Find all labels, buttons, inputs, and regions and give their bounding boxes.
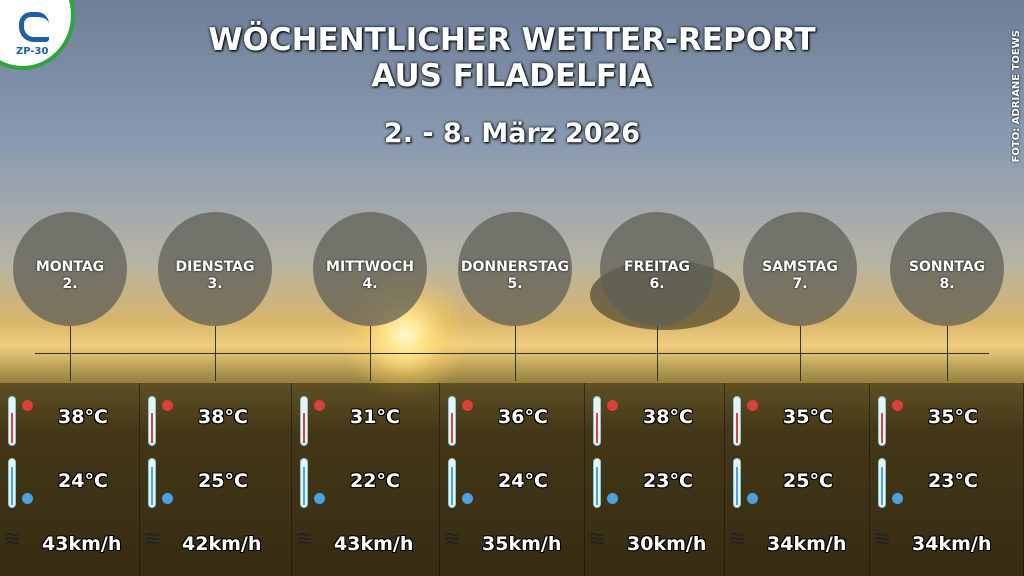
day-connector <box>657 326 658 381</box>
day-column <box>0 383 140 576</box>
thermometer-cold-icon <box>8 458 16 508</box>
min-temp: 24°C <box>498 470 548 492</box>
thermometer-cold-icon <box>593 458 601 508</box>
fire-icon <box>162 400 173 411</box>
thermometer-hot-icon <box>593 396 601 446</box>
thermometer-hot-icon <box>733 396 741 446</box>
thermometer-hot-icon <box>8 396 16 446</box>
day-connector <box>215 326 216 381</box>
timeline <box>35 353 989 354</box>
wind-icon: ≋ <box>143 527 162 552</box>
wind-speed: 34km/h <box>767 533 847 555</box>
wind-speed: 42km/h <box>182 533 262 555</box>
min-temp: 22°C <box>350 470 400 492</box>
dove-icon <box>19 12 49 42</box>
wind-icon: ≋ <box>728 527 747 552</box>
min-temp: 25°C <box>198 470 248 492</box>
thermometer-hot-icon <box>878 396 886 446</box>
logo-text: ZP-30 <box>16 46 49 57</box>
snowflake-icon <box>607 493 618 504</box>
day-circle: MITTWOCH 4. <box>313 212 427 326</box>
wind-icon: ≋ <box>295 527 314 552</box>
day-circle: MONTAG 2. <box>13 212 127 326</box>
day-circle: DIENSTAG 3. <box>158 212 272 326</box>
day-circle: DONNERSTAG 5. <box>458 212 572 326</box>
fire-icon <box>892 400 903 411</box>
thermometer-hot-icon <box>300 396 308 446</box>
day-column <box>140 383 292 576</box>
day-circle: FREITAG 6. <box>600 212 714 326</box>
max-temp: 38°C <box>643 406 693 428</box>
day-connector <box>800 326 801 381</box>
max-temp: 36°C <box>498 406 548 428</box>
fire-icon <box>747 400 758 411</box>
day-circle: SONNTAG 8. <box>890 212 1004 326</box>
day-column <box>440 383 585 576</box>
fire-icon <box>462 400 473 411</box>
max-temp: 31°C <box>350 406 400 428</box>
wind-icon: ≋ <box>3 527 22 552</box>
photo-credit: FOTO: ADRIANE TOEWS <box>1011 30 1022 163</box>
thermometer-hot-icon <box>148 396 156 446</box>
day-circle: SAMSTAG 7. <box>743 212 857 326</box>
date-range: 2. - 8. März 2026 <box>383 118 641 149</box>
wind-speed: 35km/h <box>482 533 562 555</box>
snowflake-icon <box>462 493 473 504</box>
thermometer-hot-icon <box>448 396 456 446</box>
day-connector <box>70 326 71 381</box>
day-column <box>585 383 725 576</box>
min-temp: 25°C <box>783 470 833 492</box>
min-temp: 23°C <box>928 470 978 492</box>
day-connector <box>515 326 516 381</box>
max-temp: 35°C <box>783 406 833 428</box>
thermometer-cold-icon <box>148 458 156 508</box>
fire-icon <box>607 400 618 411</box>
thermometer-cold-icon <box>878 458 886 508</box>
snowflake-icon <box>22 493 33 504</box>
max-temp: 38°C <box>198 406 248 428</box>
snowflake-icon <box>314 493 325 504</box>
wind-icon: ≋ <box>588 527 607 552</box>
min-temp: 24°C <box>58 470 108 492</box>
wind-speed: 43km/h <box>334 533 414 555</box>
day-connector <box>947 326 948 381</box>
wind-icon: ≋ <box>873 527 892 552</box>
snowflake-icon <box>162 493 173 504</box>
min-temp: 23°C <box>643 470 693 492</box>
forecast-panel <box>0 383 1024 576</box>
max-temp: 38°C <box>58 406 108 428</box>
wind-speed: 30km/h <box>627 533 707 555</box>
max-temp: 35°C <box>928 406 978 428</box>
fire-icon <box>22 400 33 411</box>
page-title: WÖCHENTLICHER WETTER-REPORT AUS FILADELFI… <box>208 22 816 94</box>
day-connector <box>370 326 371 381</box>
thermometer-cold-icon <box>733 458 741 508</box>
thermometer-cold-icon <box>448 458 456 508</box>
snowflake-icon <box>892 493 903 504</box>
day-column <box>725 383 870 576</box>
wind-icon: ≋ <box>443 527 462 552</box>
day-column <box>292 383 440 576</box>
wind-speed: 34km/h <box>912 533 992 555</box>
wind-speed: 43km/h <box>42 533 122 555</box>
thermometer-cold-icon <box>300 458 308 508</box>
snowflake-icon <box>747 493 758 504</box>
fire-icon <box>314 400 325 411</box>
